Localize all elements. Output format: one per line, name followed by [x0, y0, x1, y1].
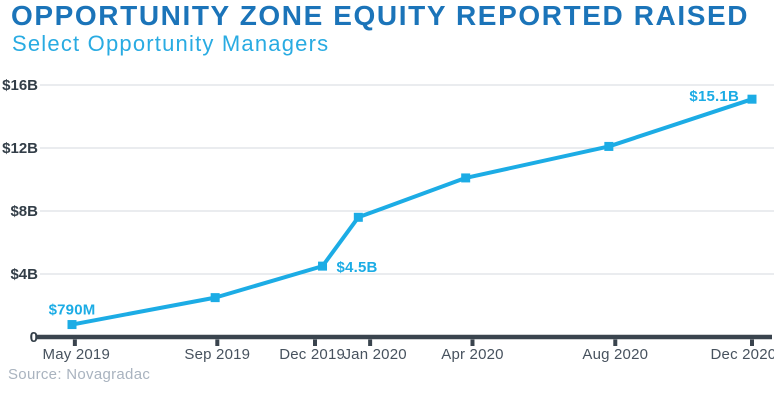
x-axis-tick	[470, 339, 475, 346]
y-axis-tick-label: 0	[30, 329, 38, 346]
data-point-marker	[67, 320, 77, 330]
data-point-labels: $790M $4.5B $15.1B	[49, 88, 739, 318]
page-title: OPPORTUNITY ZONE EQUITY REPORTED RAISED	[11, 0, 750, 31]
data-point-label: $4.5B	[337, 259, 378, 276]
x-axis-tick-label: Sep 2019	[184, 346, 250, 363]
y-axis-labels: 0 $4B $8B $12B $16B	[2, 77, 38, 346]
x-axis-tick-label: Dec 2020	[711, 346, 774, 363]
x-axis-tick	[368, 339, 373, 346]
data-point-label: $790M	[49, 302, 96, 319]
page-subtitle: Select Opportunity Managers	[12, 31, 330, 56]
x-axis-tick	[613, 339, 618, 346]
series-line	[70, 97, 754, 327]
data-point-marker	[604, 141, 614, 151]
x-axis-tick-label: Aug 2020	[582, 346, 648, 363]
x-axis-tick-label: May 2019	[43, 346, 110, 363]
x-axis-tick-label: Jan 2020	[343, 346, 406, 363]
x-axis-tick-label: Dec 2019	[279, 346, 345, 363]
x-axis-tick	[313, 339, 318, 346]
x-axis-tick-label: Apr 2020	[441, 346, 503, 363]
data-point-marker	[318, 261, 328, 271]
source-note: Source: Novagradac	[8, 366, 151, 383]
x-axis-tick	[750, 339, 754, 346]
y-axis-tick-label: $12B	[2, 140, 38, 157]
data-point-marker	[461, 173, 471, 183]
y-axis-tick-label: $4B	[10, 266, 38, 283]
data-point-marker	[210, 293, 220, 303]
line-chart: 0 $4B $8B $12B $16B May 2019 Sep 2019 Dec 2019…	[2, 77, 774, 363]
data-point-marker	[353, 212, 363, 222]
x-axis-tick	[215, 339, 220, 346]
y-axis-tick-label: $8B	[10, 203, 38, 220]
x-axis-tick	[72, 339, 77, 346]
data-point-label: $15.1B	[689, 88, 739, 105]
data-series	[67, 94, 757, 330]
gridlines	[40, 84, 774, 275]
y-axis-tick-label: $16B	[2, 77, 38, 94]
data-point-marker	[747, 94, 757, 104]
